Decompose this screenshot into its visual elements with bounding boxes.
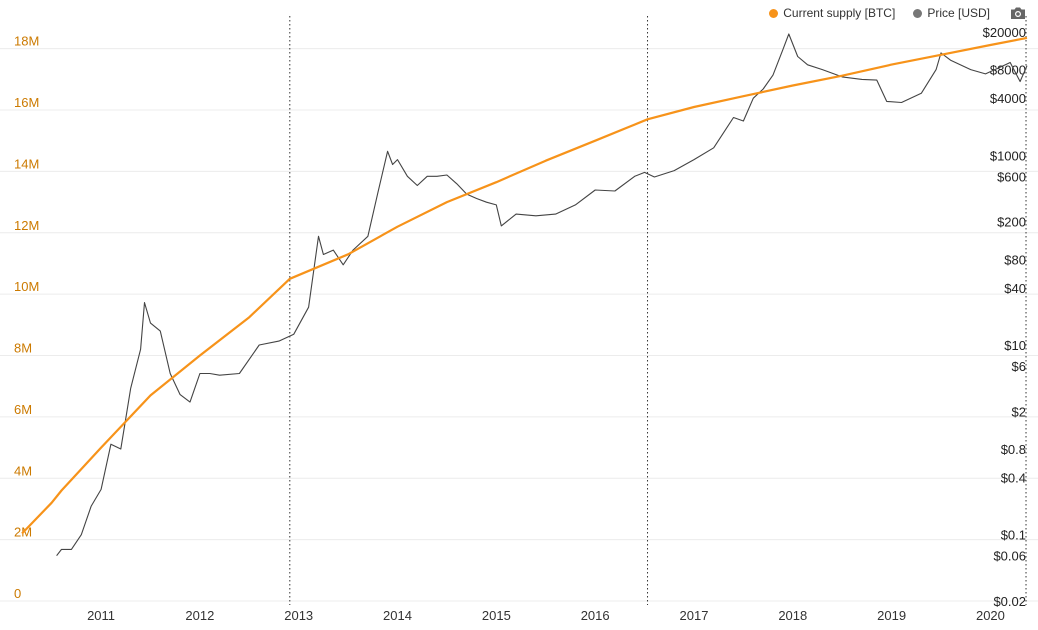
legend-supply-label: Current supply [BTC] xyxy=(783,6,896,20)
legend-price[interactable]: Price [USD] xyxy=(913,6,990,20)
right-tick-label: $2 xyxy=(1012,404,1026,419)
price-line xyxy=(56,33,1028,557)
right-tick-label: $0.4 xyxy=(1001,471,1026,486)
left-tick-label: 14M xyxy=(14,156,39,171)
x-tick-label: 2015 xyxy=(482,608,511,623)
legend-price-label: Price [USD] xyxy=(927,6,990,20)
right-tick-label: $600 xyxy=(997,169,1026,184)
right-tick-label: $10 xyxy=(1004,338,1026,353)
camera-icon[interactable] xyxy=(1010,6,1026,20)
x-tick-label: 2011 xyxy=(87,608,115,623)
x-tick-label: 2017 xyxy=(680,608,709,623)
right-tick-label: $0.1 xyxy=(1001,528,1026,543)
supply-line xyxy=(21,36,1028,535)
right-tick-label: $80 xyxy=(1004,252,1026,267)
right-axis-ticks: $20000 $8000 $4000 $1000 $600 $200 $80 $40 $10 $6… xyxy=(983,25,1026,609)
right-tick-label: $0.06 xyxy=(993,549,1026,564)
right-tick-label: $8000 xyxy=(990,63,1026,78)
right-tick-label: $6 xyxy=(1012,359,1026,374)
right-tick-label: $20000 xyxy=(983,25,1026,40)
left-tick-label: 10M xyxy=(14,279,39,294)
left-tick-label: 0 xyxy=(14,586,21,601)
x-tick-label: 2014 xyxy=(383,608,412,623)
right-tick-label: $0.02 xyxy=(993,594,1026,609)
legend-supply-swatch xyxy=(769,8,779,18)
x-axis-ticks: 2011 2012 2013 2014 2015 2016 2017 2018 2019 2020 xyxy=(87,608,1005,623)
left-tick-label: 16M xyxy=(14,95,39,110)
left-tick-label: 6M xyxy=(14,402,32,417)
left-tick-label: 18M xyxy=(14,34,39,49)
right-tick-label: $40 xyxy=(1004,281,1026,296)
legend-supply[interactable]: Current supply [BTC] xyxy=(769,6,895,20)
right-tick-label: $0.8 xyxy=(1001,442,1026,457)
left-tick-label: 8M xyxy=(14,341,32,356)
legend: Current supply [BTC] Price [USD] xyxy=(769,6,990,20)
x-tick-label: 2016 xyxy=(581,608,610,623)
right-tick-label: $200 xyxy=(997,215,1026,230)
x-tick-label: 2019 xyxy=(877,608,906,623)
gridlines xyxy=(0,48,1038,602)
left-tick-label: 12M xyxy=(14,218,39,233)
halving-markers xyxy=(289,16,1027,605)
series-layer xyxy=(21,33,1028,557)
right-tick-label: $4000 xyxy=(990,91,1026,106)
left-tick-label: 4M xyxy=(14,463,32,478)
x-tick-label: 2012 xyxy=(185,608,214,623)
x-tick-label: 2018 xyxy=(778,608,807,623)
x-tick-label: 2013 xyxy=(284,608,313,623)
legend-price-swatch xyxy=(913,8,923,18)
right-tick-label: $1000 xyxy=(990,148,1026,163)
x-tick-label: 2020 xyxy=(976,608,1005,623)
